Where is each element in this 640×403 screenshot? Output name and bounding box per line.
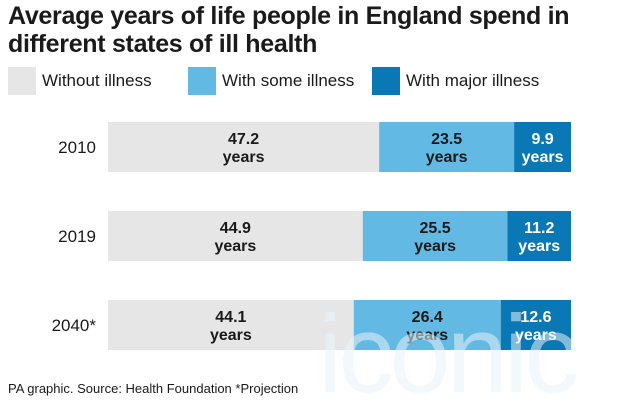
legend-label-some-illness: With some illness bbox=[222, 71, 355, 90]
bar-segment bbox=[353, 300, 501, 350]
data-label-unit: years bbox=[522, 149, 564, 166]
legend-item-major-illness: With major illness bbox=[372, 66, 539, 96]
data-label-unit: years bbox=[414, 238, 456, 255]
chart-title: Average years of life people in England … bbox=[8, 2, 570, 58]
legend-item-some-illness: With some illness bbox=[188, 66, 354, 96]
category-label: 2040* bbox=[52, 316, 97, 335]
data-label-unit: years bbox=[515, 327, 557, 344]
bar-segment bbox=[500, 300, 571, 350]
legend-swatch-without-illness bbox=[8, 67, 36, 95]
bar-segment bbox=[108, 122, 380, 172]
bar-segment bbox=[507, 211, 571, 261]
legend: Without illness With some illness With m… bbox=[0, 66, 640, 96]
data-label-value: 47.2 bbox=[228, 131, 259, 148]
data-label-unit: years bbox=[426, 149, 468, 166]
bar-segment bbox=[379, 122, 515, 172]
data-label-value: 44.9 bbox=[220, 220, 251, 237]
bar-segment bbox=[108, 300, 354, 350]
data-label-value: 26.4 bbox=[412, 309, 443, 326]
bar-segment bbox=[514, 122, 571, 172]
data-label-value: 11.2 bbox=[524, 220, 554, 237]
source-footer: PA graphic. Source: Health Foundation *P… bbox=[8, 381, 299, 396]
legend-swatch-some-illness bbox=[188, 67, 216, 95]
legend-swatch-major-illness bbox=[372, 67, 400, 95]
data-label-value: 25.5 bbox=[420, 220, 451, 237]
data-label-value: 23.5 bbox=[431, 131, 462, 148]
data-label-value: 44.1 bbox=[215, 309, 246, 326]
data-label-unit: years bbox=[210, 327, 252, 344]
data-label-value: 12.6 bbox=[520, 309, 551, 326]
data-label-unit: years bbox=[518, 238, 560, 255]
data-label-unit: years bbox=[223, 149, 265, 166]
data-label-value: 9.9 bbox=[531, 131, 553, 148]
data-label-unit: years bbox=[406, 327, 448, 344]
legend-label-without-illness: Without illness bbox=[42, 71, 152, 90]
bar-segment bbox=[108, 211, 363, 261]
category-label: 2019 bbox=[58, 227, 96, 246]
category-label: 2010 bbox=[58, 138, 96, 157]
legend-item-without-illness: Without illness bbox=[8, 66, 152, 96]
legend-label-major-illness: With major illness bbox=[406, 71, 540, 90]
bar-segment bbox=[362, 211, 508, 261]
data-label-unit: years bbox=[214, 238, 256, 255]
